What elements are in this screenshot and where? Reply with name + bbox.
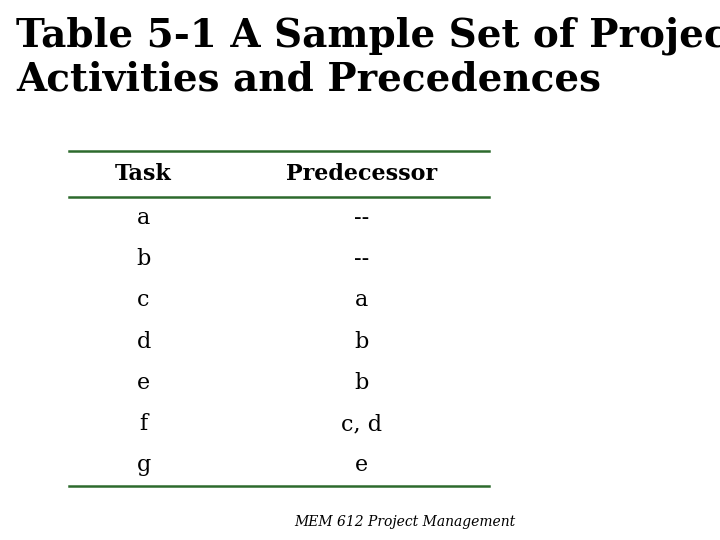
Text: e: e xyxy=(355,454,368,476)
Text: --: -- xyxy=(354,248,369,270)
Text: a: a xyxy=(137,207,150,229)
Text: f: f xyxy=(140,413,148,435)
Text: g: g xyxy=(137,454,150,476)
Text: Task: Task xyxy=(115,163,172,185)
Text: e: e xyxy=(137,372,150,394)
Text: MEM 612 Project Management: MEM 612 Project Management xyxy=(294,515,516,529)
Text: Predecessor: Predecessor xyxy=(286,163,437,185)
Text: d: d xyxy=(136,330,150,353)
Text: a: a xyxy=(355,289,368,311)
Text: c, d: c, d xyxy=(341,413,382,435)
Text: Table 5-1 A Sample Set of Project
Activities and Precedences: Table 5-1 A Sample Set of Project Activi… xyxy=(16,16,720,99)
Text: --: -- xyxy=(354,207,369,229)
Text: b: b xyxy=(136,248,150,270)
Text: b: b xyxy=(354,330,369,353)
Text: b: b xyxy=(354,372,369,394)
Text: c: c xyxy=(138,289,150,311)
